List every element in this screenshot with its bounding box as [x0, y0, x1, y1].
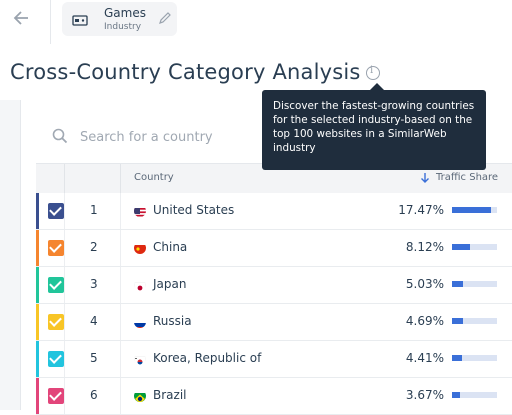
gamepad-icon: [72, 12, 88, 26]
row-traffic-share: 17.47%: [398, 203, 444, 217]
page-title: Cross-Country Category Analysis: [10, 60, 361, 84]
column-divider: [120, 193, 121, 229]
industry-chip[interactable]: Games Industry: [62, 2, 177, 36]
table-row[interactable]: 5 Korea, Republic of 4.41%: [36, 341, 512, 378]
traffic-share-bar: [452, 207, 497, 213]
row-rank: 4: [90, 314, 98, 328]
column-divider: [120, 341, 121, 377]
row-country-name[interactable]: Russia: [153, 314, 192, 328]
traffic-share-bar-fill: [452, 244, 470, 250]
back-arrow-icon[interactable]: [12, 8, 36, 28]
row-country-name[interactable]: Japan: [153, 277, 187, 291]
flag-cn-icon: [134, 242, 146, 254]
column-divider: [120, 230, 121, 266]
traffic-share-bar-fill: [452, 318, 463, 324]
row-country-name[interactable]: Korea, Republic of: [153, 351, 262, 365]
traffic-share-bar: [452, 355, 497, 361]
traffic-share-bar: [452, 318, 497, 324]
flag-jp-icon: [134, 279, 146, 291]
row-rank: 5: [90, 351, 98, 365]
flag-us-icon: [134, 205, 146, 217]
row-checkbox[interactable]: [48, 240, 64, 256]
flag-ru-icon: [134, 316, 146, 328]
search-box[interactable]: Search for a country: [36, 112, 512, 162]
search-icon: [52, 128, 68, 144]
row-traffic-share: 5.03%: [405, 277, 444, 291]
column-divider: [64, 267, 65, 303]
row-color-bar: [36, 304, 39, 340]
row-traffic-share: 4.69%: [405, 314, 444, 328]
traffic-share-bar: [452, 281, 497, 287]
row-rank: 1: [90, 203, 98, 217]
country-column-header[interactable]: Country: [134, 172, 174, 183]
row-traffic-share: 4.41%: [405, 351, 444, 365]
row-traffic-share: 3.67%: [405, 388, 444, 402]
column-divider: [120, 267, 121, 303]
row-rank: 3: [90, 277, 98, 291]
info-icon[interactable]: [366, 65, 380, 80]
row-color-bar: [36, 230, 39, 266]
row-country-name[interactable]: Brazil: [153, 388, 187, 402]
row-checkbox[interactable]: [48, 314, 64, 330]
table-row[interactable]: 6 Brazil 3.67%: [36, 378, 512, 415]
column-divider: [64, 378, 65, 414]
tooltip: Discover the fastest-growing countries f…: [262, 83, 486, 170]
traffic-share-bar: [452, 392, 497, 398]
table-row[interactable]: 4 Russia 4.69%: [36, 304, 512, 341]
row-color-bar: [36, 341, 39, 377]
row-traffic-share: 8.12%: [405, 240, 444, 254]
table-row[interactable]: 3 Japan 5.03%: [36, 267, 512, 304]
row-color-bar: [36, 267, 39, 303]
row-checkbox[interactable]: [48, 203, 64, 219]
row-color-bar: [36, 193, 39, 229]
flag-kr-icon: [134, 353, 146, 365]
flag-br-icon: [134, 390, 146, 402]
traffic-share-bar-fill: [452, 392, 460, 398]
search-input[interactable]: Search for a country: [80, 130, 213, 145]
row-country-name[interactable]: China: [153, 240, 188, 254]
column-divider: [64, 193, 65, 229]
traffic-share-bar-fill: [452, 207, 491, 213]
column-divider: [120, 164, 121, 194]
traffic-share-column-header[interactable]: Traffic Share: [436, 172, 499, 183]
sort-arrow-down-icon[interactable]: [420, 172, 430, 186]
row-color-bar: [36, 378, 39, 414]
column-divider: [120, 378, 121, 414]
row-checkbox[interactable]: [48, 388, 64, 404]
edit-pencil-icon[interactable]: [158, 11, 172, 25]
column-divider: [64, 164, 65, 194]
column-divider: [64, 230, 65, 266]
column-divider: [64, 304, 65, 340]
tooltip-text: Discover the fastest-growing countries f…: [273, 100, 475, 154]
column-divider: [120, 304, 121, 340]
panel-border: [20, 100, 21, 410]
chip-title: Games: [104, 6, 146, 20]
row-checkbox[interactable]: [48, 277, 64, 293]
row-country-name[interactable]: United States: [153, 203, 235, 217]
row-rank: 6: [90, 388, 98, 402]
column-divider: [64, 341, 65, 377]
traffic-share-bar-fill: [452, 281, 463, 287]
traffic-share-bar-fill: [452, 355, 462, 361]
traffic-share-bar: [452, 244, 497, 250]
table-row[interactable]: 2 China 8.12%: [36, 230, 512, 267]
table-row[interactable]: 1 United States 17.47%: [36, 193, 512, 230]
row-checkbox[interactable]: [48, 351, 64, 367]
top-bar: Games Industry: [0, 0, 512, 44]
divider: [50, 0, 51, 44]
row-rank: 2: [90, 240, 98, 254]
chip-subtitle: Industry: [104, 22, 142, 32]
